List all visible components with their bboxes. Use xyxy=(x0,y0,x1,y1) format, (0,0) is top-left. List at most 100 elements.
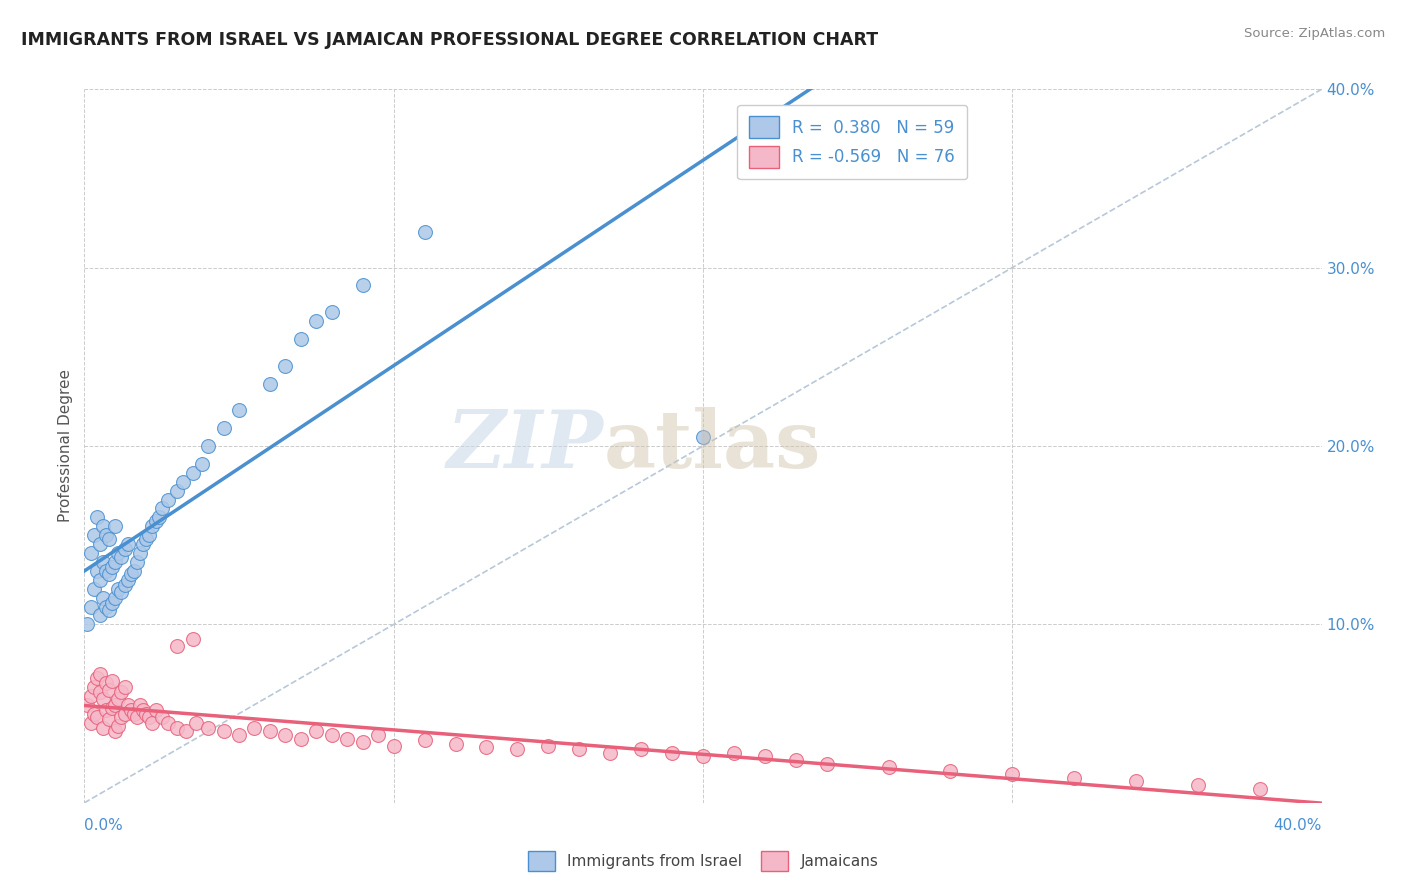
Point xyxy=(135,706,157,721)
Point xyxy=(413,733,436,747)
Point xyxy=(107,719,129,733)
Point xyxy=(352,278,374,293)
Point xyxy=(104,724,127,739)
Text: IMMIGRANTS FROM ISRAEL VS JAMAICAN PROFESSIONAL DEGREE CORRELATION CHART: IMMIGRANTS FROM ISRAEL VS JAMAICAN PROFE… xyxy=(21,31,879,49)
Point xyxy=(692,430,714,444)
Point xyxy=(83,680,105,694)
Point xyxy=(86,671,108,685)
Point xyxy=(129,698,152,712)
Point xyxy=(148,510,170,524)
Point xyxy=(1187,778,1209,792)
Point xyxy=(274,359,297,373)
Point xyxy=(94,676,117,690)
Point xyxy=(877,760,900,774)
Point xyxy=(138,528,160,542)
Point xyxy=(120,703,142,717)
Point xyxy=(367,728,389,742)
Point xyxy=(89,608,111,623)
Point xyxy=(132,537,155,551)
Point xyxy=(305,724,328,739)
Point xyxy=(321,305,343,319)
Point xyxy=(86,510,108,524)
Point xyxy=(94,599,117,614)
Point xyxy=(1249,781,1271,796)
Point xyxy=(110,710,132,724)
Point xyxy=(89,685,111,699)
Point xyxy=(413,225,436,239)
Point xyxy=(104,519,127,533)
Text: ZIP: ZIP xyxy=(447,408,605,484)
Point xyxy=(212,724,235,739)
Point xyxy=(259,376,281,391)
Point xyxy=(274,728,297,742)
Point xyxy=(107,582,129,596)
Point xyxy=(444,737,467,751)
Point xyxy=(91,692,114,706)
Point xyxy=(104,555,127,569)
Point xyxy=(336,731,359,746)
Point xyxy=(145,703,167,717)
Point xyxy=(661,746,683,760)
Point xyxy=(125,710,148,724)
Text: Source: ZipAtlas.com: Source: ZipAtlas.com xyxy=(1244,27,1385,40)
Point xyxy=(89,667,111,681)
Point xyxy=(101,596,124,610)
Point xyxy=(259,724,281,739)
Point xyxy=(166,639,188,653)
Point xyxy=(785,753,807,767)
Point xyxy=(692,749,714,764)
Point xyxy=(1063,771,1085,785)
Point xyxy=(91,591,114,605)
Point xyxy=(114,706,136,721)
Point xyxy=(305,314,328,328)
Point xyxy=(166,483,188,498)
Point xyxy=(1001,767,1024,781)
Point xyxy=(79,689,101,703)
Point xyxy=(122,564,145,578)
Point xyxy=(184,715,207,730)
Point xyxy=(197,439,219,453)
Point xyxy=(181,632,204,646)
Point xyxy=(145,514,167,528)
Point xyxy=(110,585,132,599)
Point xyxy=(79,599,101,614)
Point xyxy=(156,492,179,507)
Point xyxy=(141,519,163,533)
Point xyxy=(815,756,838,771)
Point xyxy=(176,724,198,739)
Point xyxy=(86,564,108,578)
Point xyxy=(122,706,145,721)
Point xyxy=(537,739,560,753)
Point xyxy=(83,582,105,596)
Point xyxy=(94,528,117,542)
Point xyxy=(243,721,266,735)
Point xyxy=(197,721,219,735)
Point xyxy=(94,703,117,717)
Point xyxy=(76,617,98,632)
Point xyxy=(181,466,204,480)
Point xyxy=(1125,774,1147,789)
Point xyxy=(94,564,117,578)
Text: 0.0%: 0.0% xyxy=(84,818,124,832)
Point xyxy=(475,740,498,755)
Point xyxy=(141,715,163,730)
Point xyxy=(98,683,121,698)
Text: atlas: atlas xyxy=(605,407,821,485)
Point xyxy=(86,710,108,724)
Point xyxy=(723,746,745,760)
Point xyxy=(107,546,129,560)
Point xyxy=(630,742,652,756)
Point xyxy=(98,532,121,546)
Point xyxy=(114,542,136,557)
Point xyxy=(120,567,142,582)
Point xyxy=(125,555,148,569)
Point xyxy=(98,712,121,726)
Point xyxy=(101,560,124,574)
Point xyxy=(117,698,139,712)
Point xyxy=(228,403,250,417)
Point xyxy=(79,546,101,560)
Text: 40.0%: 40.0% xyxy=(1274,818,1322,832)
Point xyxy=(382,739,405,753)
Point xyxy=(212,421,235,435)
Point xyxy=(172,475,194,489)
